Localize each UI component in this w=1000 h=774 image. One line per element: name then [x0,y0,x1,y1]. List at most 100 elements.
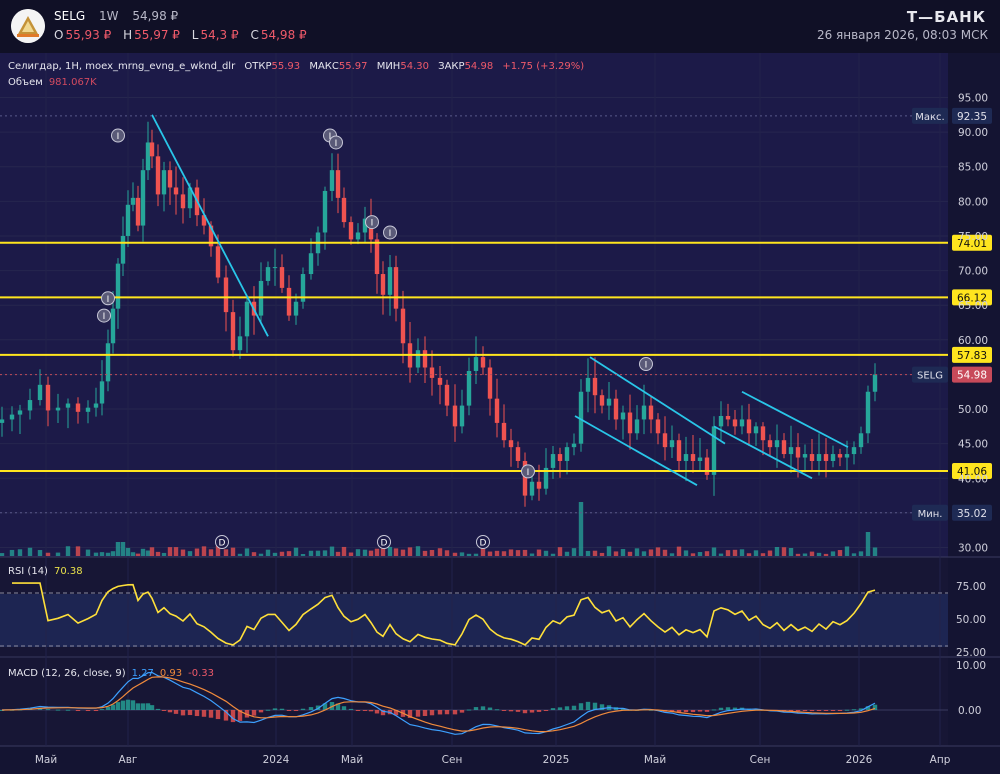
candle-body [634,419,640,434]
macd-hist-bar [501,710,507,711]
horizontal-levels[interactable]: 74.01 66.12 57.83 41.06 [0,234,992,479]
volume-bar [473,553,479,556]
candle-body [718,415,724,427]
candle-body [564,447,570,461]
candle-body [187,187,193,209]
legend-change-value: +1.75 (+3.29%) [502,61,585,72]
open-label: O [54,28,64,42]
symbol-text[interactable]: SELG [54,9,86,23]
x-tick-label: 2026 [846,754,873,766]
interval-text[interactable]: 1W [99,9,119,23]
candle-body [429,367,435,378]
volume-bar [335,551,341,556]
macd-hist-bar [130,700,136,710]
macd-hist-bar [393,710,399,716]
candle-body [208,225,214,247]
high-value: 55,97 ₽ [134,28,180,42]
y-axis-area [948,53,1000,746]
volume-bar [315,550,321,556]
macd-hist-bar [341,706,347,710]
candle-body [55,407,61,411]
macd-hist-bar [125,699,131,710]
candle-body [858,433,864,448]
ohlc-line: O 55,93 ₽ H 55,97 ₽ L 54,3 ₽ C 54,98 ₽ [54,28,315,42]
low-value: 54,3 ₽ [200,28,239,42]
macd-hist-bar [258,710,264,713]
volume-bar [374,548,380,556]
candle-body [459,405,465,427]
volume-bar [606,546,612,556]
macd-hist-bar [110,704,116,710]
candle-body [380,274,386,295]
level-price-text: 66.12 [957,292,987,304]
macd-hist-bar [161,710,167,711]
candle-body [75,403,81,412]
volume-bar [851,553,857,556]
volume-bar [341,546,347,556]
volume-bar [858,551,864,556]
volume-bar [45,552,51,556]
legend-high-label: МАКС [309,61,339,72]
macd-hist-bar [508,710,514,712]
volume-bar [110,551,116,556]
x-tick-label: Сен [750,754,771,766]
candle-body [536,481,542,489]
volume-bar [872,547,878,556]
legend-open-value: 55.93 [271,61,301,72]
volume-bar [208,549,214,556]
volume-bar [585,550,591,556]
macd-hist-bar [669,710,675,712]
close-label: C [250,28,259,42]
macd-hist-bar [620,708,626,710]
trendlines[interactable] [151,114,849,487]
volume-bar [230,547,236,556]
candle-body [444,384,450,406]
volume-bar [634,548,640,556]
volume-bar [173,547,179,556]
candle-body [161,170,167,195]
candle-body [732,419,738,427]
info-marker-icon [329,135,343,150]
candle-body [592,377,598,396]
dividend-marker-icon [377,534,391,549]
price-tag-text: Макс. [915,112,944,123]
volume-bar [355,549,361,556]
volume-bar [85,549,91,556]
candle-body [140,170,146,226]
volume-bar [393,548,399,556]
candle-body [135,197,141,226]
volume-bar [844,546,850,556]
volume-bar [258,553,264,556]
volume-bar [536,549,542,556]
legend-title: Селигдар, 1Н, moex_mrng_evng_e_wknd_dlr [8,61,236,72]
volume-bar [120,542,126,556]
price-value-bg [952,107,992,124]
rsi-tick-75: 75.00 [956,581,986,593]
macd-hist-bar [557,707,563,710]
volume-bar [300,553,306,556]
candle-body [704,457,710,475]
candle-body [335,170,341,198]
macd-hist-bar [599,704,605,710]
macd-hist-bar [480,706,486,710]
volume-bar [145,550,151,556]
volume-bar [348,552,354,556]
volume-bar [105,552,111,556]
volume-bar [459,552,465,556]
time-axis[interactable]: Май Авг 2024 Май Сен 2025 Май Сен 2026 Апр [35,754,951,766]
event-marker-label: D [480,538,487,548]
event-marker-label: I [103,312,106,322]
macd-hist-bar [564,706,570,710]
candle-body [272,267,278,269]
macd-hist-bar [293,710,299,711]
volume-bar [368,550,374,556]
volume-bar [613,551,619,556]
candle-body [244,301,250,337]
macd-hist-bar [536,710,542,712]
macd-hist-bar [55,709,61,711]
volume-bar [466,553,472,556]
volume-bar [802,553,808,556]
macd-hist-bar [459,710,465,713]
